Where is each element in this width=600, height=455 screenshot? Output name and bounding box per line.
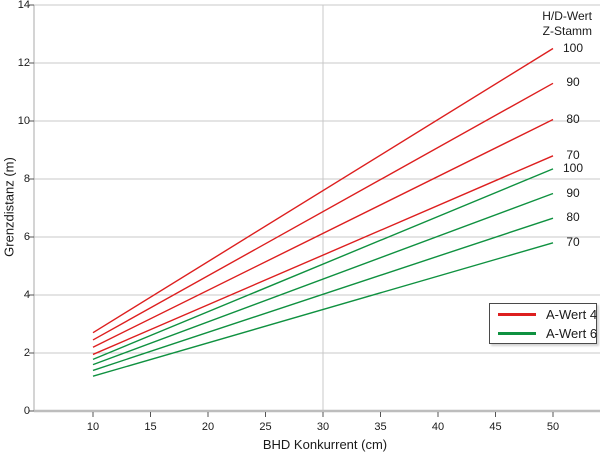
axes [33,5,600,413]
line-label-header: H/D-Wert Z-Stamm [542,9,592,39]
data-lines [92,47,554,377]
legend-item-a-wert-4: A-Wert 4 [498,307,597,322]
line-end-label-90: 90 [566,75,580,90]
x-tick-label: 40 [431,421,445,433]
x-tick-label: 20 [201,421,215,433]
legend-box: A-Wert 4 A-Wert 6 [489,303,597,344]
y-tick-label: 6 [23,231,30,243]
line-end-label-100: 100 [562,160,584,175]
gridlines [34,4,600,354]
red-line-swatch [498,312,536,316]
x-tick-label: 15 [144,421,157,433]
series-line-a-wert-6-100 [92,168,554,361]
line-label-header-line1: H/D-Wert [542,9,592,23]
legend-label: A-Wert 6 [546,325,598,341]
line-end-label-100: 100 [562,40,584,55]
green-line-swatch [498,331,536,335]
tick-marks [29,4,554,417]
series-line-a-wert-4-90 [92,82,554,341]
x-tick-label: 25 [259,421,272,433]
series-line-a-wert-6-90 [92,192,554,366]
y-tick-label: 2 [23,347,30,359]
line-end-label-70: 70 [566,147,580,162]
y-tick-label: 10 [17,115,30,127]
series-line-a-wert-6-70 [92,242,554,377]
legend-item-a-wert-6: A-Wert 6 [498,326,597,341]
legend-label: A-Wert 4 [546,306,598,322]
x-tick-label: 35 [374,421,387,433]
line-end-label-90: 90 [566,185,580,200]
y-tick-label: 8 [23,173,30,185]
series-line-a-wert-4-100 [92,47,554,334]
line-label-header-line2: Z-Stamm [542,24,592,38]
line-end-label-70: 70 [566,234,580,249]
y-tick-label: 12 [17,57,30,69]
x-tick-label: 10 [86,421,100,433]
x-tick-label: 45 [489,421,502,433]
line-end-label-80: 80 [566,210,580,225]
series-line-a-wert-4-80 [92,118,554,348]
y-tick-label: 4 [23,289,30,301]
series-line-a-wert-6-80 [92,217,554,372]
series-line-a-wert-4-70 [92,155,554,356]
y-axis-title: Grenzdistanz (m) [1,157,17,257]
x-tick-label: 50 [546,421,560,433]
y-tick-label: 0 [23,405,30,417]
x-tick-label: 30 [316,421,330,433]
x-axis-title: BHD Konkurrent (cm) [262,437,388,452]
y-tick-label: 14 [17,0,30,11]
line-end-label-80: 80 [566,111,580,126]
